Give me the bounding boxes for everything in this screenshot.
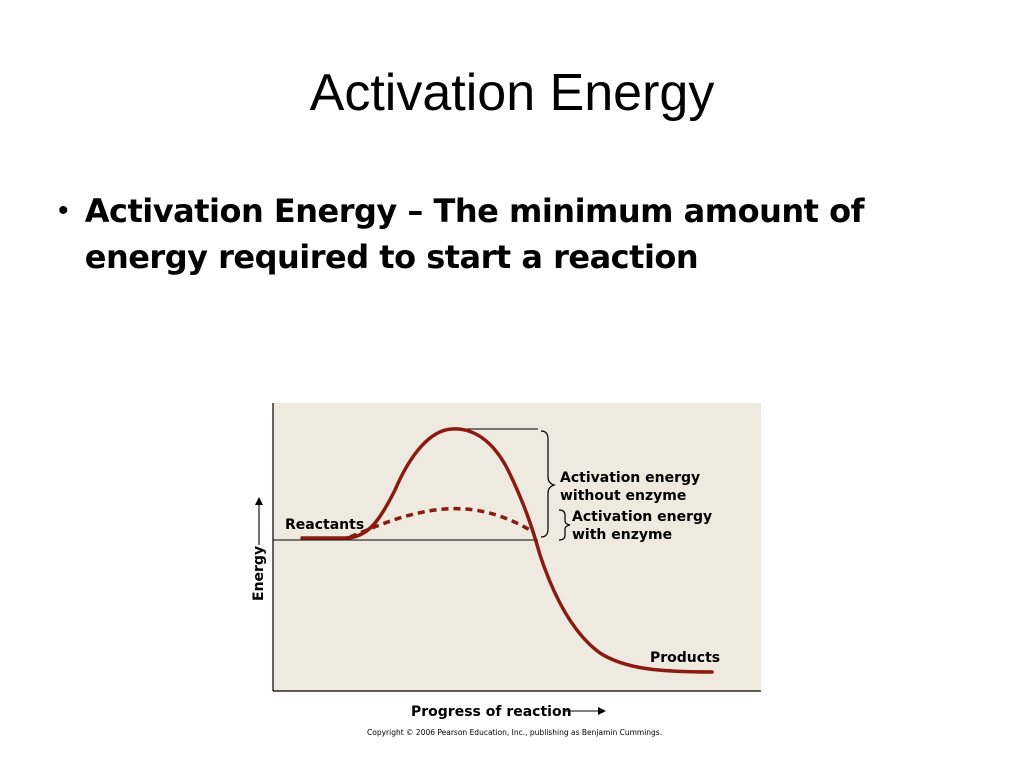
copyright-text: Copyright © 2006 Pearson Education, Inc.… [367, 728, 662, 737]
reactants-label: Reactants [285, 517, 364, 533]
curve-without-enzyme [300, 427, 714, 674]
y-axis-arrowhead-icon [255, 497, 263, 505]
without-enzyme-label-line1: Activation energy [560, 470, 700, 486]
bullet-dot-icon: • [58, 194, 69, 227]
brace-without-enzyme [540, 430, 556, 538]
bullet-point: • Activation Energy – The minimum amount… [58, 188, 978, 280]
x-axis-arrowhead-icon [598, 707, 606, 715]
diagram-panel [273, 403, 761, 691]
with-enzyme-label-line2: with enzyme [572, 527, 672, 543]
bullet-text: Activation Energy – The minimum amount o… [84, 192, 865, 276]
brace-with-enzyme [558, 509, 571, 541]
curve-with-enzyme [349, 506, 531, 539]
diagram-svg: Activation energy without enzyme Activat… [251, 403, 761, 737]
y-axis-label: Energy [251, 546, 267, 601]
activation-energy-diagram: Activation energy without enzyme Activat… [240, 395, 780, 745]
x-axis-label: Progress of reaction [411, 704, 572, 720]
slide-title: Activation Energy [309, 64, 715, 122]
products-label: Products [650, 650, 720, 666]
with-enzyme-label-line1: Activation energy [572, 509, 712, 525]
without-enzyme-label-line2: without enzyme [560, 488, 686, 504]
